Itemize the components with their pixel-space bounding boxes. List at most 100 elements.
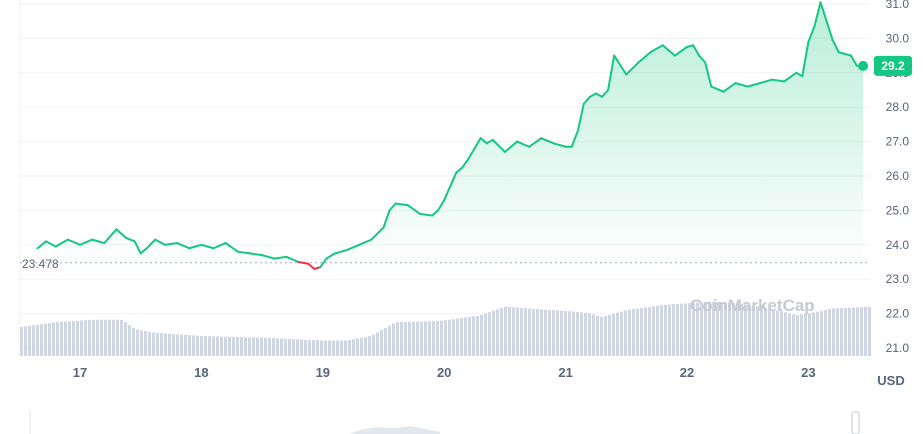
volume-bar (364, 337, 367, 356)
volume-bar (660, 305, 663, 356)
volume-bar (508, 307, 511, 356)
volume-bar (764, 307, 767, 356)
volume-bar (800, 314, 803, 356)
volume-bar (212, 336, 215, 356)
price-line-segment (485, 138, 494, 145)
volume-bar (572, 311, 575, 356)
volume-bar (388, 325, 391, 356)
volume-bar (172, 333, 175, 356)
price-line-segment (686, 44, 695, 48)
price-line-segment (528, 137, 543, 148)
volume-bar (820, 310, 823, 356)
price-line-segment (188, 243, 203, 250)
price-line-segment (540, 137, 555, 145)
volume-bar (548, 309, 551, 356)
volume-bar (600, 316, 603, 356)
volume-bar (796, 315, 799, 356)
price-line-segment (698, 54, 707, 64)
volume-bar (440, 320, 443, 356)
volume-bar (384, 327, 387, 356)
volume-bar (868, 306, 871, 356)
x-tick-label: 19 (316, 365, 330, 380)
volume-bar (100, 319, 103, 356)
volume-bar (828, 309, 831, 356)
y-tick-label: 21.0 (886, 341, 910, 355)
volume-bar (188, 335, 191, 356)
price-line-segment (333, 248, 349, 255)
volume-bar (792, 314, 795, 356)
volume-bar (228, 336, 231, 356)
price-line-segment (746, 82, 761, 88)
volume-bar (396, 322, 399, 356)
price-line-segment (273, 255, 288, 260)
volume-bar (696, 302, 699, 356)
volume-bar (784, 312, 787, 356)
navigator-volume-preview (350, 426, 440, 434)
volume-bar (28, 325, 31, 356)
volume-bar (788, 313, 791, 356)
volume-bar (540, 309, 543, 356)
x-tick-label: 20 (437, 365, 451, 380)
volume-bar (512, 307, 515, 356)
volume-bar (708, 301, 711, 356)
navigator-right-handle[interactable] (851, 411, 860, 434)
price-line-segment (285, 255, 300, 263)
volume-bar (680, 303, 683, 356)
price-line-segment (467, 147, 476, 160)
volume-bar (128, 325, 131, 356)
price-line-segment (637, 51, 652, 64)
y-tick-label: 31.0 (886, 0, 910, 11)
volume-bar (644, 307, 647, 356)
volume-bar (844, 307, 847, 356)
volume-bar (260, 337, 263, 356)
volume-bar (412, 321, 415, 356)
volume-bar (460, 318, 463, 356)
price-line-segment (443, 185, 452, 202)
volume-bar (200, 335, 203, 356)
price-line-segment (722, 82, 737, 93)
volume-bar (528, 308, 531, 356)
price-line-segment (248, 252, 264, 257)
price-line-segment (212, 242, 227, 250)
price-area-fill (37, 2, 863, 269)
volume-bar (832, 308, 835, 356)
volume-bar (492, 310, 495, 356)
volume-bar (588, 313, 591, 356)
price-line-segment (139, 247, 148, 255)
price-line-segment (382, 209, 391, 229)
y-tick-label: 25.0 (886, 203, 910, 217)
price-line-segment (176, 242, 191, 250)
volume-bar (32, 325, 35, 356)
volume-bar (400, 322, 403, 356)
volume-bar (656, 305, 659, 356)
volume-bar (668, 304, 671, 356)
x-axis: 17 18 19 20 21 22 23 (73, 365, 816, 380)
price-line-segment (473, 137, 482, 150)
x-tick-label: 17 (73, 365, 87, 380)
volume-bar (604, 316, 607, 356)
volume-bar (72, 321, 75, 356)
price-line-segment (601, 89, 610, 98)
volume-bar (580, 312, 583, 356)
volume-bar (224, 336, 227, 356)
price-line-segment (358, 238, 373, 246)
volume-bar (36, 324, 39, 356)
volume-bar (276, 338, 279, 356)
volume-bar (252, 337, 255, 356)
volume-bar (24, 326, 27, 356)
volume-bar (288, 338, 291, 356)
price-line-segment (607, 54, 616, 91)
unit-label: USD (877, 373, 904, 388)
navigator-panel[interactable] (29, 410, 860, 434)
volume-bar (464, 317, 467, 356)
volume-bar (804, 314, 807, 356)
volume-bar (392, 323, 395, 356)
volume-bar (608, 314, 611, 356)
volume-bar (216, 336, 219, 356)
price-line-segment (307, 262, 316, 270)
volume-bar (268, 338, 271, 356)
y-tick-label: 30.0 (886, 31, 910, 45)
volume-bar (432, 321, 435, 356)
volume-bar (248, 337, 251, 356)
volume-bar (716, 302, 719, 356)
